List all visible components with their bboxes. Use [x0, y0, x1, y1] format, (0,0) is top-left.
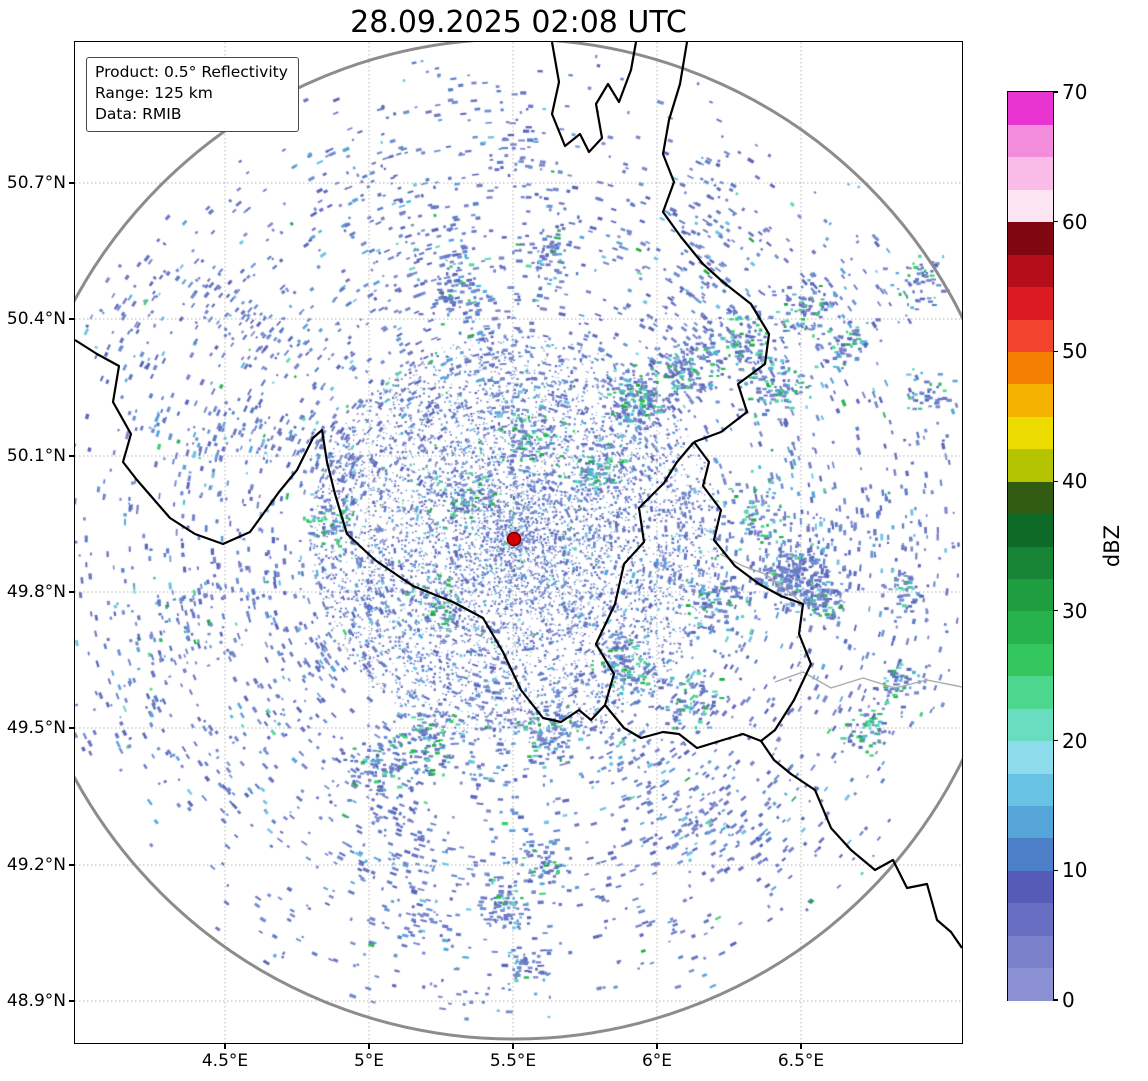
colorbar-tickmark	[1053, 869, 1058, 871]
state-border	[774, 671, 962, 689]
colorbar-tickmark	[1053, 999, 1058, 1001]
x-tickmark	[800, 1044, 802, 1049]
colorbar-segment	[1008, 481, 1053, 515]
colorbar-segment	[1008, 578, 1053, 612]
y-tick-label: 50.7°N	[6, 173, 66, 193]
colorbar-tick-label: 60	[1062, 209, 1088, 234]
info-box: Product: 0.5° Reflectivity Range: 125 km…	[86, 57, 299, 132]
x-tickmark	[368, 1044, 370, 1049]
colorbar-tickmark	[1053, 480, 1058, 482]
colorbar-segment	[1008, 902, 1053, 936]
y-tick-label: 50.4°N	[6, 309, 66, 329]
colorbar-segment	[1008, 221, 1053, 255]
info-range: Range: 125 km	[95, 83, 213, 102]
colorbar-segment	[1008, 837, 1053, 871]
info-data-source: Data: RMIB	[95, 104, 182, 123]
colorbar-segment	[1008, 708, 1053, 742]
x-tickmark	[656, 1044, 658, 1049]
colorbar-segment	[1008, 416, 1053, 450]
colorbar-segment	[1008, 870, 1053, 904]
colorbar-segment	[1008, 805, 1053, 839]
x-tick-label: 6.5°E	[777, 1051, 825, 1071]
y-tick-label: 48.9°N	[6, 991, 66, 1011]
colorbar-segment	[1008, 448, 1053, 482]
y-tickmark	[69, 182, 74, 184]
country-border	[550, 42, 638, 154]
colorbar-tick-label: 70	[1062, 80, 1088, 104]
colorbar-axis-label: dBZ	[1100, 524, 1124, 568]
x-tick-label: 5.5°E	[489, 1051, 537, 1071]
y-tickmark	[69, 864, 74, 866]
colorbar-segment	[1008, 643, 1053, 677]
country-border	[594, 441, 813, 750]
colorbar-segment	[1008, 319, 1053, 353]
range-ring	[75, 42, 962, 1041]
colorbar-segment	[1008, 513, 1053, 547]
y-tick-label: 49.8°N	[6, 582, 66, 602]
colorbar-tick-label: 10	[1062, 858, 1088, 883]
colorbar-tickmark	[1053, 610, 1058, 612]
colorbar-tickmark	[1053, 350, 1058, 353]
colorbar-segment	[1008, 383, 1053, 417]
borders-overlay-layer	[75, 42, 962, 1041]
y-tick-label: 50.1°N	[6, 446, 66, 466]
y-tickmark	[69, 455, 74, 457]
colorbar	[1007, 91, 1054, 1001]
radar-site-dot	[506, 531, 522, 547]
colorbar-tickmark	[1053, 221, 1058, 223]
colorbar-tickmark	[1053, 739, 1058, 742]
country-border	[760, 740, 962, 949]
colorbar-segment	[1008, 773, 1053, 807]
colorbar-segment	[1008, 286, 1053, 320]
colorbar-segment	[1008, 124, 1053, 158]
colorbar-segment	[1008, 92, 1053, 126]
state-border	[719, 553, 804, 605]
colorbar-tick-label: 20	[1062, 728, 1088, 753]
colorbar-tickmark	[1053, 91, 1058, 93]
colorbar-tick-label: 50	[1062, 339, 1088, 364]
x-tick-label: 4.5°E	[201, 1051, 249, 1071]
colorbar-segment	[1008, 967, 1053, 1001]
y-tick-label: 49.2°N	[6, 855, 66, 875]
y-tickmark	[69, 591, 74, 593]
country-border	[75, 339, 606, 724]
y-tickmark	[69, 318, 74, 320]
colorbar-tick-label: 40	[1062, 469, 1088, 494]
colorbar-segment	[1008, 351, 1053, 385]
x-tick-label: 5°E	[353, 1051, 385, 1071]
colorbar-segment	[1008, 156, 1053, 190]
colorbar-segment	[1008, 610, 1053, 644]
info-product: Product: 0.5° Reflectivity	[95, 63, 288, 81]
colorbar-segment	[1008, 546, 1053, 580]
colorbar-segment	[1008, 189, 1053, 223]
plot-title: 28.09.2025 02:08 UTC	[350, 5, 687, 40]
country-border	[661, 42, 771, 444]
map-plot	[74, 41, 963, 1044]
y-tickmark	[69, 727, 74, 729]
x-tick-label: 6°E	[641, 1051, 673, 1071]
colorbar-tick-label: 0	[1062, 988, 1075, 1012]
x-tickmark	[224, 1044, 226, 1049]
y-tickmark	[69, 1000, 74, 1002]
colorbar-segment	[1008, 740, 1053, 774]
colorbar-segment	[1008, 675, 1053, 709]
colorbar-segment	[1008, 254, 1053, 288]
colorbar-tick-label: 30	[1062, 598, 1088, 623]
x-tickmark	[512, 1044, 514, 1049]
colorbar-segment	[1008, 935, 1053, 969]
y-tick-label: 49.5°N	[6, 718, 66, 738]
